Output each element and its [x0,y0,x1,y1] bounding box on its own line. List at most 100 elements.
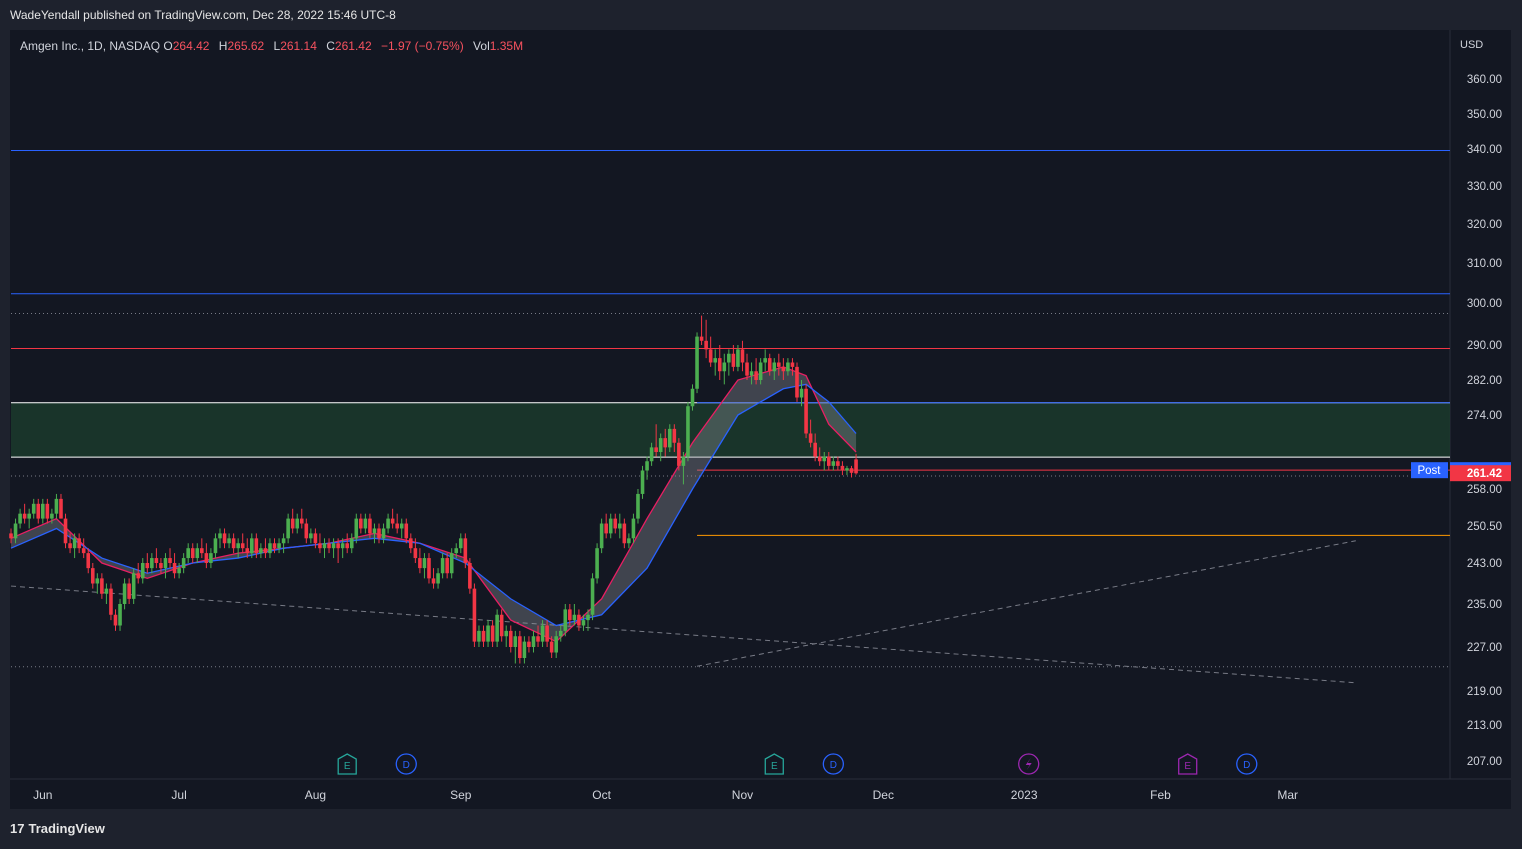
candle-body [45,503,50,519]
candle-body [254,538,259,554]
candle-body [804,388,808,434]
candle-body [36,503,41,519]
candle-body [131,573,136,599]
price-axis-tick-label: 350.00 [1467,109,1502,121]
tradingview-logo[interactable]: 17 TradingView [10,821,105,836]
candle-body [295,518,300,529]
candle-body [799,388,804,398]
candle-body [204,553,209,563]
high-value: 265.62 [227,39,265,53]
candle-body [72,538,77,549]
candle-body [554,636,558,653]
candle-body [227,538,231,544]
candle-body [836,461,840,466]
candle-body [399,523,404,529]
candle-body [409,538,413,549]
dividend-event-icon [822,753,844,775]
candle-body [654,447,658,452]
time-axis-tick-label: Sep [450,788,472,802]
trend-line [696,540,1356,667]
candle-body [245,548,250,554]
candle-body [372,528,377,534]
candle-body [713,358,718,363]
candle-body [218,533,222,539]
candle-body [754,371,758,380]
candle-body [100,578,104,594]
candle-body [454,548,459,554]
candle-body [831,461,836,466]
candle-body [327,543,331,549]
price-axis-tick-label: 320.00 [1467,219,1502,231]
price-tag [1450,465,1511,482]
candle-body [359,518,363,529]
candle-body [599,523,604,549]
publisher-caption: WadeYendall published on TradingView.com… [10,8,396,22]
candle-body [504,630,509,637]
price-axis-tick-label: 330.00 [1467,181,1502,193]
candle-body [249,538,254,554]
candle-body [54,498,59,514]
candle-body [763,358,767,363]
candle-body [681,456,686,466]
symbol-name: Amgen Inc., 1D, NASDAQ [20,39,161,53]
candle-body [386,518,390,529]
change-value: −1.97 (−0.75%) [380,39,464,53]
candle-body [727,353,731,363]
candle-body [772,362,777,372]
candle-body [822,456,827,462]
candle-body [281,538,286,544]
candle-body [499,614,504,637]
candle-body [563,609,568,631]
price-axis-tick-label: 258.00 [1467,484,1502,496]
candle-body [536,636,540,642]
candle-body [622,523,627,544]
candle-body [631,518,636,539]
open-label: O [163,39,173,53]
candle-body [731,353,736,367]
post-tag [1411,462,1448,479]
candle-body [390,518,395,524]
candle-body [508,630,513,647]
candle-body [422,558,427,569]
candle-body [377,528,381,539]
candle-body [686,406,690,457]
price-axis-tick-label: 282.00 [1467,375,1502,387]
earnings-event-icon [764,753,784,775]
candle-body [640,470,645,494]
candle-body [481,630,486,642]
candle-body [140,563,145,579]
candle-body [577,614,581,626]
candle-body [313,533,318,544]
candle-body [259,548,263,554]
candle-body [413,548,418,559]
time-axis-tick-label: Nov [732,788,753,802]
candle-body [468,563,472,589]
price-axis-tick-label: 290.00 [1467,340,1502,352]
candle-body [677,442,681,466]
candle-body [817,456,822,462]
high-label: H [218,39,228,53]
dividend-event-letter: D [1243,760,1250,771]
dividend-event-icon [395,753,417,775]
candle-body [649,447,654,462]
candle-body [154,558,159,563]
candle-body [717,358,722,372]
candle-body [331,543,336,549]
candle-body [172,563,177,574]
candle-body [826,456,831,466]
post-tag-label: Post [1417,465,1441,477]
candle-body [795,366,799,398]
price-axis-tick-label: 310.00 [1467,258,1502,270]
candle-body [840,465,845,471]
price-axis-tick-label: 235.00 [1467,599,1502,611]
earnings-event-icon [1178,753,1198,775]
candle-body [263,548,268,554]
candle-body [222,533,227,544]
candle-body [745,362,749,376]
candle-body [758,362,763,380]
candle-body [63,518,68,544]
support-resistance-zone [11,402,1450,458]
candle-body [268,543,272,554]
candle-body [627,538,631,544]
